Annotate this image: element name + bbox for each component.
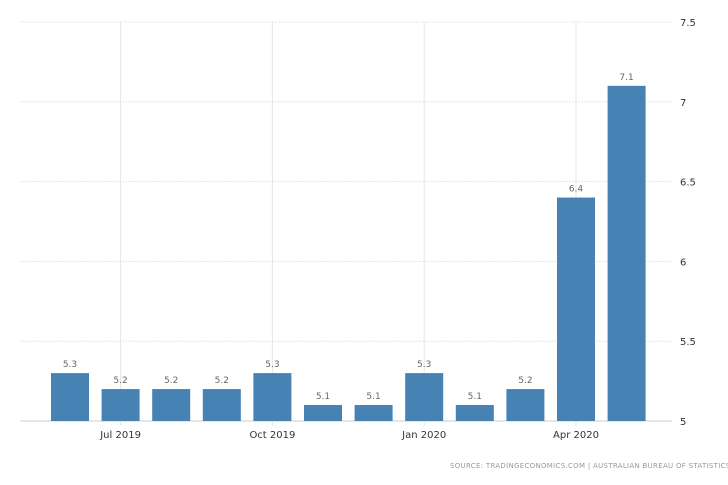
- bar: [354, 405, 393, 421]
- x-tick-label: Apr 2020: [553, 430, 599, 441]
- data-label: 5.3: [265, 360, 279, 370]
- x-tick-label: Oct 2019: [249, 430, 295, 441]
- data-label: 5.1: [366, 392, 380, 402]
- bar: [405, 373, 444, 421]
- y-tick-label: 6.5: [680, 178, 696, 189]
- y-tick-label: 5.5: [680, 337, 696, 348]
- bar: [557, 197, 595, 421]
- y-tick-label: 7.5: [680, 18, 696, 29]
- data-label: 5.2: [215, 376, 229, 386]
- bar: [253, 373, 292, 421]
- y-tick-label: 7: [680, 98, 686, 109]
- data-label: 5.3: [417, 360, 431, 370]
- bar: [304, 405, 342, 421]
- bar: [202, 389, 241, 421]
- data-label: 5.1: [468, 392, 482, 402]
- data-label: 5.2: [164, 376, 178, 386]
- bar: [607, 85, 646, 421]
- y-tick-label: 6: [680, 257, 686, 268]
- bar: [455, 405, 494, 421]
- data-label: 7.1: [619, 73, 633, 83]
- x-tick-label: Jul 2019: [99, 430, 141, 441]
- data-label: 5.1: [316, 392, 330, 402]
- bar: [152, 389, 191, 421]
- bar: [101, 389, 140, 421]
- bar: [51, 373, 89, 421]
- data-label: 5.3: [63, 360, 77, 370]
- bar: [506, 389, 545, 421]
- data-label: 5.2: [113, 376, 127, 386]
- x-tick-label: Jan 2020: [401, 430, 446, 441]
- source-note: SOURCE: TRADINGECONOMICS.COM | AUSTRALIA…: [450, 462, 728, 470]
- data-label: 6.4: [569, 185, 584, 195]
- data-label: 5.2: [518, 376, 532, 386]
- y-tick-label: 5: [680, 417, 686, 428]
